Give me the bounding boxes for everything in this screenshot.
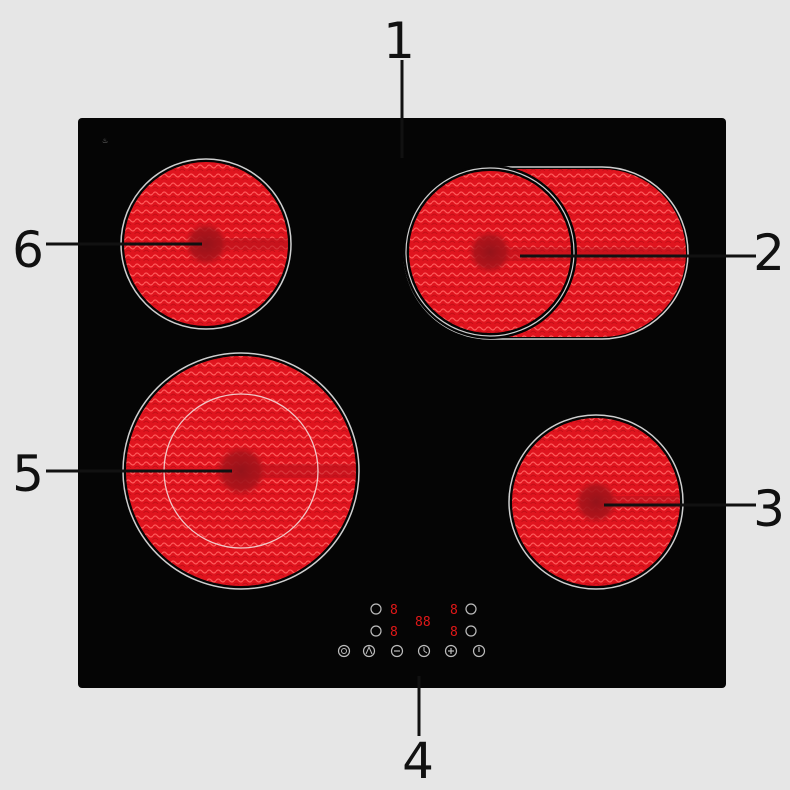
rotate-icon[interactable] [465, 603, 477, 615]
zone-display: 8 [390, 625, 398, 640]
child-lock-icon[interactable] [362, 644, 376, 658]
minus-icon[interactable] [390, 644, 404, 658]
plus-icon[interactable] [444, 644, 458, 658]
zone-display: 8 [450, 625, 458, 640]
lock-icon[interactable] [337, 644, 351, 658]
callout-label-3: 3 [753, 480, 785, 538]
hot-surface-mark: ♨ [102, 137, 108, 145]
timer-display: 88 [415, 615, 431, 630]
rotate-icon[interactable] [465, 625, 477, 637]
zone-display: 8 [390, 603, 398, 618]
cooking-zone-2 [403, 165, 689, 340]
rotate-icon[interactable] [370, 603, 382, 615]
cooking-zone-6 [120, 158, 292, 330]
rotate-icon[interactable] [370, 625, 382, 637]
power-icon[interactable] [472, 644, 486, 658]
callout-label-6: 6 [12, 221, 44, 279]
zone-display: 8 [450, 603, 458, 618]
control-panel: 8 88 8 8 8 [337, 603, 486, 658]
callout-label-4: 4 [402, 732, 434, 790]
callout-label-2: 2 [753, 224, 785, 282]
cooking-zone-3 [508, 414, 684, 590]
timer-icon[interactable] [417, 644, 431, 658]
callout-label-5: 5 [12, 445, 44, 503]
callout-label-1: 1 [383, 12, 415, 70]
